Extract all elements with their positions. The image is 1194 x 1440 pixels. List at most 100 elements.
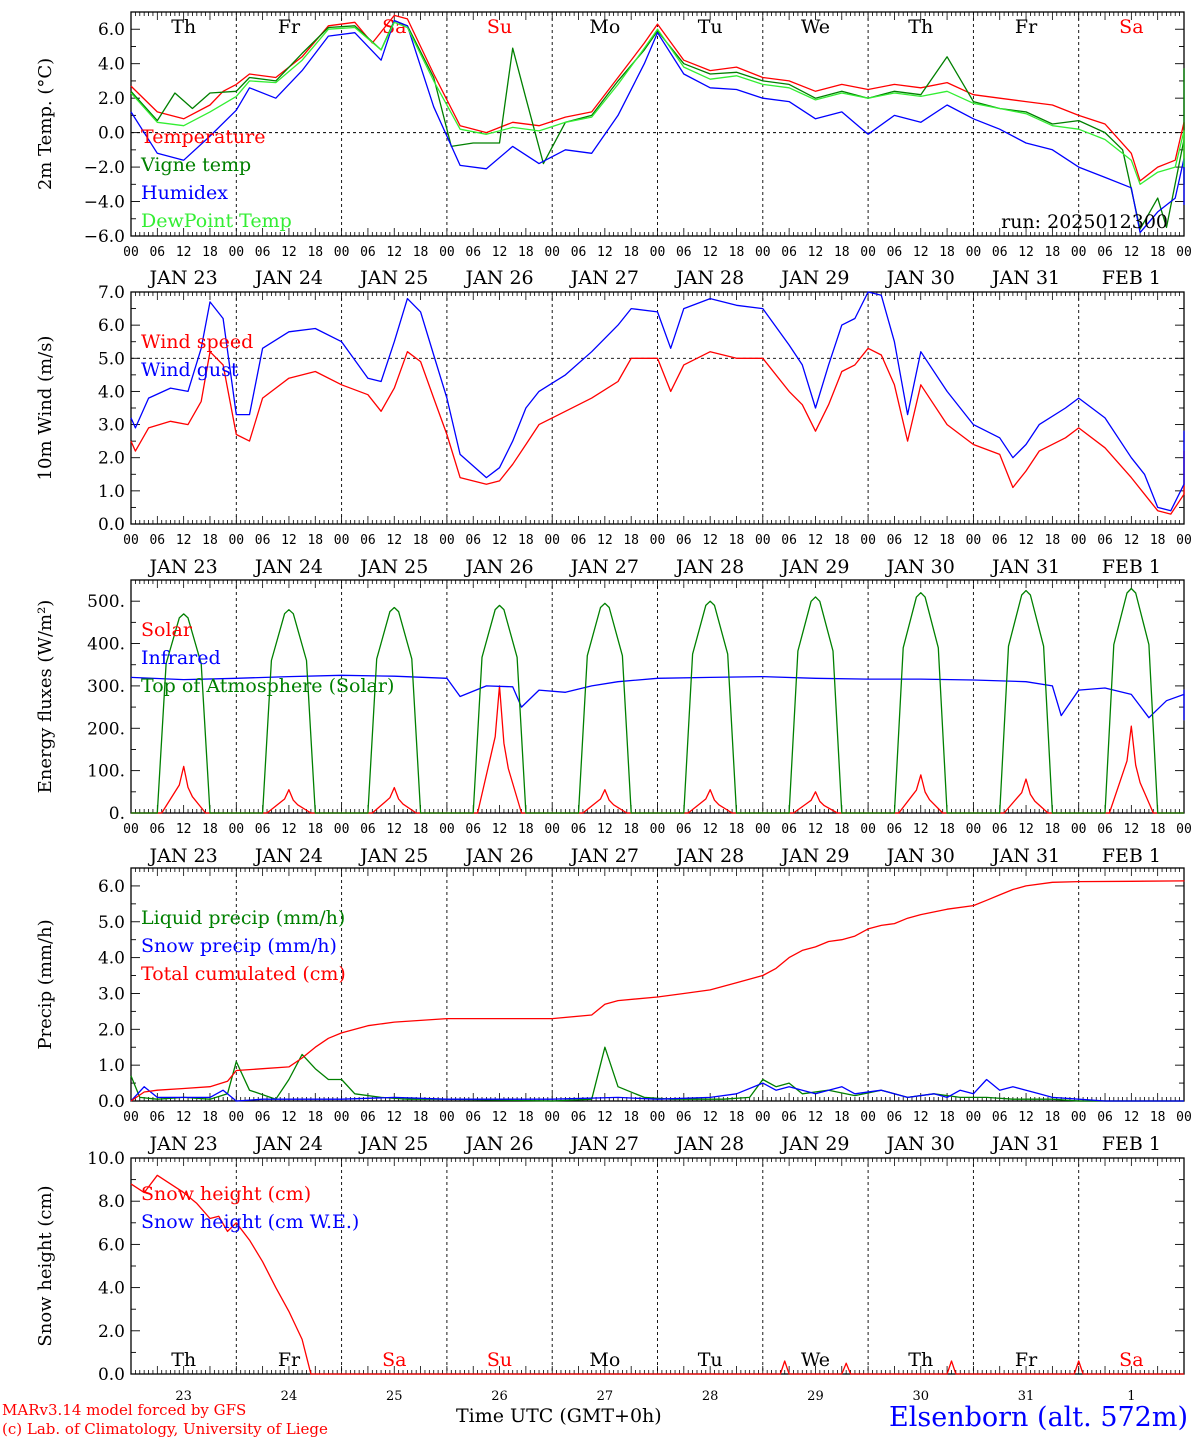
y-tick-label: 200. xyxy=(87,719,125,739)
hour-tick-label: 12 xyxy=(702,533,718,548)
day-name: Sa xyxy=(1119,16,1143,38)
hour-tick-label: 00 xyxy=(966,1110,982,1125)
legend-entry: Top of Atmosphere (Solar) xyxy=(141,675,394,697)
y-axis-label: 2m Temp. (°C) xyxy=(35,58,56,190)
hour-tick-label: 12 xyxy=(176,1110,192,1125)
date-label: JAN 23 xyxy=(148,1133,218,1155)
date-label: JAN 27 xyxy=(569,845,639,867)
hour-tick-label: 06 xyxy=(1097,533,1113,548)
hour-tick-label: 00 xyxy=(1071,822,1087,837)
hour-tick-label: 18 xyxy=(413,533,429,548)
hour-tick-label: 18 xyxy=(518,245,534,260)
date-label: JAN 26 xyxy=(463,267,533,289)
date-label: JAN 24 xyxy=(253,1133,323,1155)
y-tick-label: 300. xyxy=(87,677,125,697)
y-tick-label: 4.0 xyxy=(98,1279,125,1299)
hour-tick-label: 18 xyxy=(413,245,429,260)
hour-tick-label: 18 xyxy=(729,1110,745,1125)
hour-tick-label: 06 xyxy=(360,1110,376,1125)
hour-tick-label: 06 xyxy=(255,245,271,260)
date-label: JAN 28 xyxy=(674,1133,744,1155)
series-line xyxy=(130,674,1185,721)
hour-tick-label: 18 xyxy=(1045,822,1061,837)
hour-tick-label: 06 xyxy=(571,822,587,837)
y-tick-label: 5.0 xyxy=(98,913,125,933)
hour-tick-label: 12 xyxy=(1124,533,1140,548)
date-label: JAN 30 xyxy=(885,845,955,867)
y-tick-label: 3.0 xyxy=(98,984,125,1004)
hour-tick-label: 12 xyxy=(597,822,613,837)
hour-tick-label: 00 xyxy=(228,533,244,548)
date-label: JAN 28 xyxy=(674,267,744,289)
date-label: JAN 30 xyxy=(885,556,955,578)
date-label: JAN 24 xyxy=(253,267,323,289)
hour-tick-label: 00 xyxy=(650,822,666,837)
lab-credit: (c) Lab. of Climatology, University of L… xyxy=(2,1420,328,1438)
date-label: JAN 31 xyxy=(990,845,1060,867)
y-tick-label: 0.0 xyxy=(98,124,125,144)
date-label: JAN 27 xyxy=(569,1133,639,1155)
hour-tick-label: 12 xyxy=(281,245,297,260)
legend-entry: Humidex xyxy=(141,182,228,204)
hour-tick-label: 18 xyxy=(413,1110,429,1125)
hour-tick-label: 00 xyxy=(1176,533,1192,548)
y-axis-label: Energy fluxes (W/m²) xyxy=(35,600,56,794)
hour-tick-label: 12 xyxy=(808,533,824,548)
hour-tick-label: 00 xyxy=(1071,245,1087,260)
hour-tick-label: 00 xyxy=(860,1110,876,1125)
hour-tick-label: 00 xyxy=(966,245,982,260)
hour-tick-label: 12 xyxy=(176,822,192,837)
hour-tick-label: 12 xyxy=(386,822,402,837)
hour-tick-label: 06 xyxy=(676,245,692,260)
y-tick-label: −6.0 xyxy=(84,227,125,247)
day-name: Th xyxy=(171,1349,196,1371)
hour-tick-label: 06 xyxy=(360,245,376,260)
hour-tick-label: 18 xyxy=(1045,245,1061,260)
hour-tick-label: 00 xyxy=(1176,1110,1192,1125)
hour-tick-label: 12 xyxy=(386,533,402,548)
hour-tick-label: 12 xyxy=(492,822,508,837)
y-axis-label: 10m Wind (m/s) xyxy=(35,336,56,481)
day-number: 29 xyxy=(807,1389,824,1404)
day-name: We xyxy=(801,16,830,38)
hour-tick-label: 18 xyxy=(623,1110,639,1125)
hour-tick-label: 18 xyxy=(1150,822,1166,837)
hour-tick-label: 00 xyxy=(1071,1110,1087,1125)
panel-precip: 0.0 1.0 2.0 3.0 4.0 5.0 6.0 Precip (mm/h) 00 06 12… xyxy=(35,867,1192,1155)
y-tick-label: 0.0 xyxy=(98,1365,125,1385)
hour-tick-label: 18 xyxy=(413,822,429,837)
hour-tick-label: 18 xyxy=(307,533,323,548)
y-tick-label: 6.0 xyxy=(98,316,125,336)
hour-tick-label: 00 xyxy=(123,245,139,260)
day-name: Th xyxy=(171,16,196,38)
hour-tick-label: 18 xyxy=(939,822,955,837)
hour-tick-label: 18 xyxy=(1150,1110,1166,1125)
legend-entry: Snow height (cm) xyxy=(141,1183,311,1205)
date-label: JAN 30 xyxy=(885,267,955,289)
day-number: 26 xyxy=(491,1389,508,1404)
day-name: We xyxy=(801,1349,830,1371)
hour-tick-label: 00 xyxy=(334,1110,350,1125)
y-tick-label: 5.0 xyxy=(98,349,125,369)
hour-tick-label: 06 xyxy=(887,1110,903,1125)
hour-tick-label: 06 xyxy=(360,822,376,837)
hour-tick-label: 12 xyxy=(808,822,824,837)
hour-tick-label: 12 xyxy=(913,533,929,548)
hour-tick-label: 06 xyxy=(571,533,587,548)
day-number: 1 xyxy=(1127,1389,1135,1404)
y-tick-label: 2.0 xyxy=(98,89,125,109)
hour-tick-label: 00 xyxy=(650,533,666,548)
legend-entry: Total cumulated (cm) xyxy=(141,963,346,985)
y-tick-label: 400. xyxy=(87,635,125,655)
x-axis-title: Time UTC (GMT+0h) xyxy=(456,1405,662,1427)
hour-tick-label: 12 xyxy=(1018,533,1034,548)
hour-tick-label: 18 xyxy=(307,1110,323,1125)
day-name: Mo xyxy=(589,1349,620,1371)
hour-tick-label: 12 xyxy=(913,1110,929,1125)
hour-tick-label: 00 xyxy=(650,245,666,260)
y-axis-label: Snow height (cm) xyxy=(35,1185,56,1346)
series-line xyxy=(130,19,1185,234)
hour-tick-label: 18 xyxy=(1150,533,1166,548)
date-label: JAN 27 xyxy=(569,267,639,289)
